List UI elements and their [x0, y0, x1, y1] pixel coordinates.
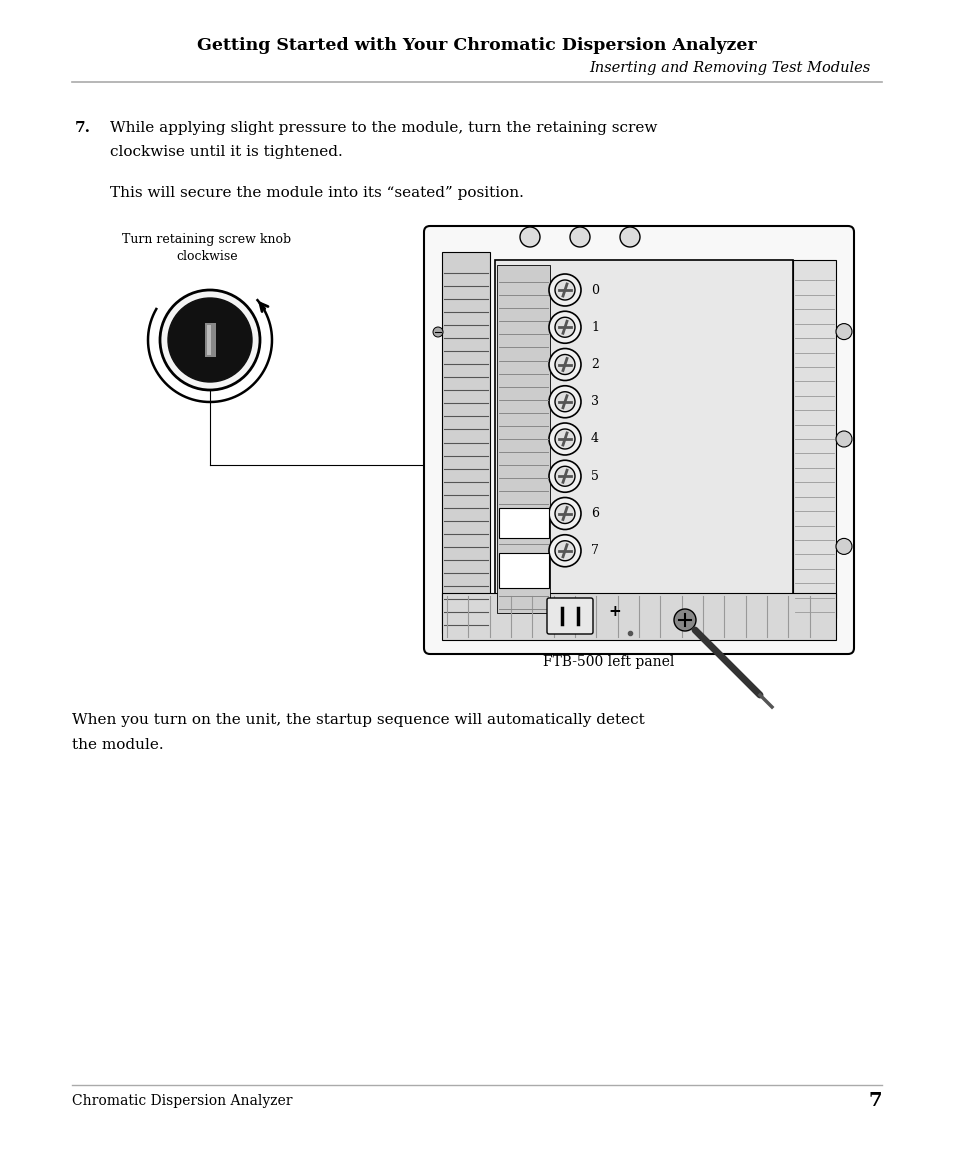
- Circle shape: [555, 466, 575, 487]
- Circle shape: [168, 298, 252, 382]
- Circle shape: [835, 431, 851, 447]
- Text: 7.: 7.: [75, 121, 91, 134]
- Text: clockwise: clockwise: [176, 249, 237, 262]
- Text: 0: 0: [590, 284, 598, 297]
- Bar: [207, 325, 211, 355]
- Circle shape: [555, 541, 575, 561]
- Text: This will secure the module into its “seated” position.: This will secure the module into its “se…: [110, 185, 523, 201]
- Circle shape: [548, 274, 580, 306]
- Circle shape: [673, 608, 696, 630]
- Bar: [495, 260, 792, 618]
- Bar: [497, 265, 550, 613]
- Circle shape: [835, 323, 851, 340]
- Text: When you turn on the unit, the startup sequence will automatically detect: When you turn on the unit, the startup s…: [71, 713, 644, 727]
- Text: 4: 4: [590, 432, 598, 445]
- Text: 7: 7: [590, 545, 598, 557]
- Circle shape: [548, 349, 580, 380]
- Circle shape: [555, 355, 575, 374]
- Circle shape: [835, 539, 851, 554]
- Circle shape: [555, 392, 575, 411]
- Circle shape: [569, 227, 589, 247]
- Circle shape: [160, 290, 260, 389]
- Bar: [792, 260, 835, 618]
- Text: 7: 7: [867, 1092, 882, 1110]
- Text: Getting Started with Your Chromatic Dispersion Analyzer: Getting Started with Your Chromatic Disp…: [197, 36, 756, 53]
- FancyBboxPatch shape: [546, 598, 593, 634]
- Text: Turn retaining screw knob: Turn retaining screw knob: [122, 233, 292, 247]
- Text: 6: 6: [590, 506, 598, 520]
- Circle shape: [619, 227, 639, 247]
- Circle shape: [548, 460, 580, 493]
- Circle shape: [555, 429, 575, 449]
- Text: 2: 2: [590, 358, 598, 371]
- Text: 5: 5: [590, 469, 598, 483]
- Bar: [205, 323, 215, 357]
- Circle shape: [548, 534, 580, 567]
- Text: While applying slight pressure to the module, turn the retaining screw: While applying slight pressure to the mo…: [110, 121, 657, 134]
- Text: the module.: the module.: [71, 738, 164, 752]
- Text: 3: 3: [590, 395, 598, 408]
- Text: Inserting and Removing Test Modules: Inserting and Removing Test Modules: [588, 61, 869, 75]
- Circle shape: [548, 497, 580, 530]
- Circle shape: [519, 227, 539, 247]
- FancyBboxPatch shape: [423, 226, 853, 654]
- Text: FTB-500 left panel: FTB-500 left panel: [543, 655, 674, 669]
- Bar: [498, 553, 548, 588]
- Circle shape: [433, 327, 442, 337]
- Circle shape: [548, 312, 580, 343]
- Circle shape: [548, 386, 580, 417]
- Circle shape: [555, 318, 575, 337]
- Bar: [498, 508, 548, 538]
- Bar: [441, 593, 835, 640]
- Text: Chromatic Dispersion Analyzer: Chromatic Dispersion Analyzer: [71, 1094, 293, 1108]
- Bar: [441, 252, 490, 633]
- Text: +: +: [607, 604, 620, 619]
- Text: clockwise until it is tightened.: clockwise until it is tightened.: [110, 145, 342, 159]
- Text: 1: 1: [590, 321, 598, 334]
- Circle shape: [555, 280, 575, 300]
- Circle shape: [555, 503, 575, 524]
- Circle shape: [548, 423, 580, 455]
